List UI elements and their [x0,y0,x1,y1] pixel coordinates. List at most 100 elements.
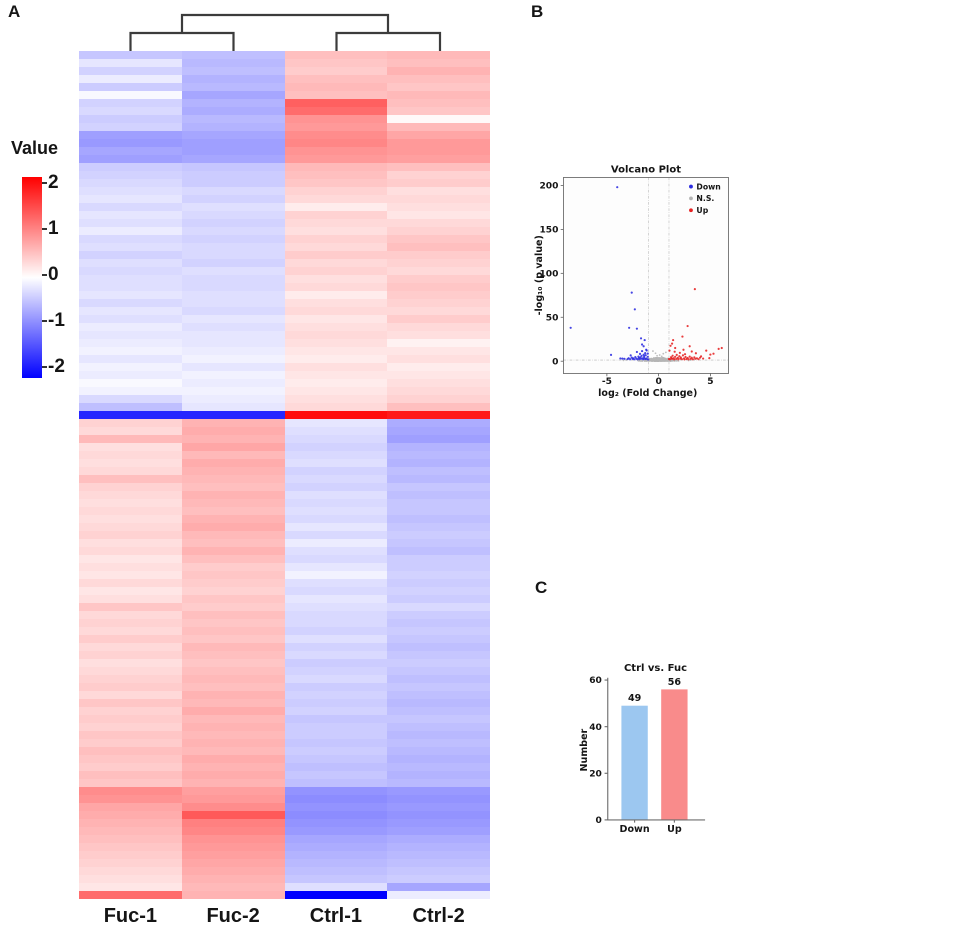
heatmap-cell [79,467,182,475]
heatmap-cell [79,507,182,515]
colorbar-notch [42,366,47,368]
heatmap-cell [284,163,388,171]
heatmap-cell [181,355,285,363]
heatmap-cell [79,211,182,219]
heatmap-cell [387,675,490,683]
heatmap-cell [387,99,490,107]
heatmap-cell [181,259,285,267]
heatmap-cell [79,699,182,707]
heatmap-cell [284,467,388,475]
heatmap-cell [387,315,490,323]
heatmap-cell [387,203,490,211]
volcano-x-tick-label: 0 [655,377,661,387]
heatmap-cell [79,603,182,611]
heatmap-cell [181,467,285,475]
heatmap-cell [79,195,182,203]
heatmap-cell [284,763,388,771]
heatmap-cell [387,451,490,459]
heatmap-cell [181,547,285,555]
heatmap-cell [181,563,285,571]
heatmap-cell [79,867,182,875]
heatmap-cell [181,195,285,203]
heatmap-cell [79,883,182,891]
heatmap-cell [387,555,490,563]
heatmap-cell [79,99,182,107]
heatmap-cell [181,763,285,771]
heatmap-cell [79,163,182,171]
heatmap-cell [79,835,182,843]
heatmap-cell [79,683,182,691]
heatmap-cell [181,243,285,251]
heatmap-cell [181,827,285,835]
heatmap-cell [79,571,182,579]
heatmap-cell [181,75,285,83]
heatmap-cell [79,347,182,355]
heatmap-cell [181,275,285,283]
heatmap-cell [284,243,388,251]
heatmap-cell [181,331,285,339]
heatmap-cell [284,363,388,371]
heatmap-cell [79,595,182,603]
heatmap-cell [387,643,490,651]
heatmap-cell [181,851,285,859]
heatmap-cell [387,755,490,763]
heatmap-cell [181,707,285,715]
heatmap-cell [181,211,285,219]
heatmap-cell [79,379,182,387]
heatmap-cell [284,355,388,363]
heatmap-cell [284,579,388,587]
heatmap-cell [79,219,182,227]
heatmap-cell [79,259,182,267]
heatmap-cell [284,811,388,819]
colorbar-tick-neg1: -1 [48,310,65,331]
heatmap-cell [387,739,490,747]
heatmap-cell [181,675,285,683]
heatmap-cell [284,131,388,139]
heatmap-cell [79,523,182,531]
heatmap-cell [181,419,285,427]
heatmap-cell [79,659,182,667]
heatmap-cell [79,707,182,715]
bar-down [621,705,648,820]
panel-c-label: C [535,578,548,597]
heatmap-cell [181,51,285,59]
heatmap-cell [79,139,182,147]
heatmap-cell [284,787,388,795]
heatmap-cell [387,419,490,427]
heatmap-cell [387,59,490,67]
heatmap-cell [79,451,182,459]
colorbar-title: Value [11,138,59,158]
heatmap-cell [387,827,490,835]
heatmap-cell [181,643,285,651]
heatmap-cell [284,531,388,539]
heatmap-cell [181,891,285,899]
heatmap-cell [284,715,388,723]
heatmap-cell [387,67,490,75]
heatmap-cell [79,723,182,731]
heatmap-cell [387,251,490,259]
heatmap-cell [284,267,388,275]
heatmap-cell [387,667,490,675]
heatmap-cell [284,211,388,219]
heatmap-cell [284,395,388,403]
heatmap-cell [79,715,182,723]
heatmap-cell [284,371,388,379]
heatmap-cell [79,107,182,115]
heatmap-cell [387,83,490,91]
heatmap-cell [387,363,490,371]
heatmap-cell [79,891,182,899]
bar-axis-ticks: 0 20 40 60 Down Up [589,676,682,835]
heatmap-cell [387,723,490,731]
heatmap-cell [284,339,388,347]
heatmap-cell [79,411,182,419]
bar-up [661,689,688,820]
heatmap-cell [284,859,388,867]
legend-label-Up: Up [696,206,708,215]
panel-b-label: B [531,2,544,21]
heatmap-cell [181,323,285,331]
heatmap-cell [79,371,182,379]
heatmap-cell [284,195,388,203]
heatmap-cell [284,627,388,635]
heatmap-cell [181,635,285,643]
heatmap-cell [79,51,182,59]
